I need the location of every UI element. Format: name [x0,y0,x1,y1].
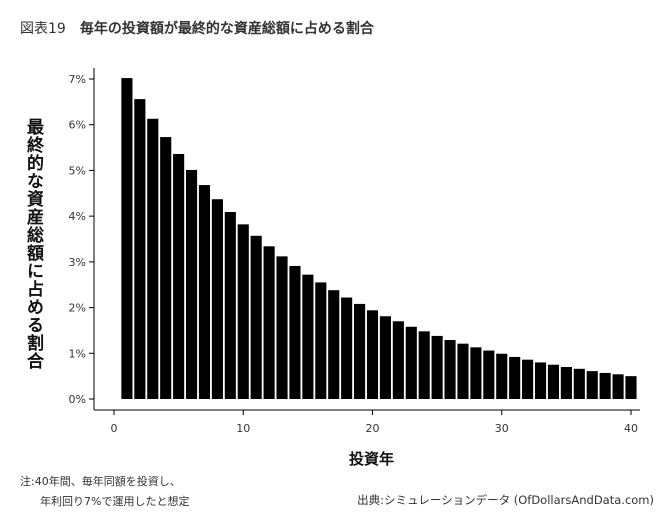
figure-title: 図表19 毎年の投資額が最終的な資産総額に占める割合 [20,18,374,38]
x-axis-label: 投資年 [349,450,395,468]
bar [457,343,469,399]
bar [405,326,417,399]
figure-title-text: 毎年の投資額が最終的な資産総額に占める割合 [79,21,374,37]
bar [121,78,133,399]
bar [418,331,430,399]
y-tick-label: 0% [69,393,86,406]
y-tick-label: 4% [69,210,86,223]
bar [560,367,572,399]
y-axis-label: 最終的な資産総額に占める割合 [23,118,43,370]
bar [211,199,223,399]
bar [470,347,482,399]
bar [185,169,198,399]
bar [276,256,288,399]
bar [237,224,249,399]
bar [134,99,146,399]
bar [483,350,495,399]
footnote: 注:40年間、毎年同額を投資し、 年利回り7%で運用したと想定 [20,472,189,512]
bar [612,374,624,399]
bar [625,376,637,399]
x-tick-label: 30 [495,422,509,435]
footnote-line-2: 年利回り7%で運用したと想定 [40,495,190,508]
bar [496,353,508,399]
bar [289,265,301,399]
bar [547,364,560,399]
bar [198,185,211,399]
bar [224,212,236,399]
bar [250,235,262,399]
bar [366,310,379,399]
bar [522,359,534,399]
y-tick-label: 3% [69,256,86,269]
bar [573,368,585,399]
footnote-line-1: 注:40年間、毎年同額を投資し、 [20,475,181,488]
x-tick-label: 40 [624,422,638,435]
bar [379,316,391,399]
figure-number: 図表19 [20,21,66,37]
bar [509,356,521,399]
bar [534,362,547,399]
y-tick-label: 6% [69,119,86,132]
bar [599,372,611,399]
y-tick-label: 5% [69,164,86,177]
y-tick-label: 7% [69,73,86,86]
bar [315,282,327,399]
y-tick-label: 1% [69,347,86,360]
bar [263,246,275,399]
source-credit: 出典:シミュレーションデータ (OfDollarsAndData.com) [357,493,654,507]
bar [341,297,353,399]
bar [431,335,443,399]
bar [160,137,172,400]
x-tick-label: 20 [366,422,380,435]
x-tick-label: 10 [236,422,250,435]
bar [444,340,456,399]
bar [173,153,185,399]
bar [586,371,598,399]
y-tick-label: 2% [69,302,86,315]
bar [354,303,366,399]
bar [392,321,404,399]
bar [302,274,314,399]
bar [147,118,159,400]
x-tick-label: 0 [111,422,118,435]
bar [328,290,340,399]
